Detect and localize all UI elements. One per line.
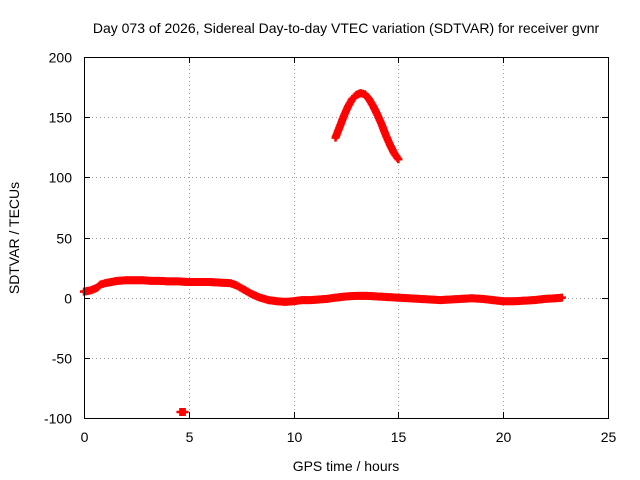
series-arc [331, 89, 403, 164]
x-tick-label: 0 [81, 429, 89, 445]
data-point [180, 407, 189, 416]
y-tick-label: 100 [49, 170, 73, 186]
y-tick-label: 200 [49, 50, 73, 66]
axis-ticks: 0 5 10 15 20 25 -100 -50 0 50 100 150 200 [44, 50, 617, 446]
y-tick-label: -50 [52, 351, 72, 367]
data-point [557, 293, 566, 302]
y-axis-label: SDTVAR / TECUs [6, 182, 22, 294]
y-tick-label: 150 [49, 110, 73, 126]
x-tick-label: 5 [186, 429, 194, 445]
x-tick-label: 25 [601, 429, 617, 445]
data-points [80, 89, 566, 416]
x-tick-label: 15 [391, 429, 407, 445]
x-axis-label: GPS time / hours [293, 458, 400, 474]
x-tick-label: 10 [287, 429, 303, 445]
chart-title: Day 073 of 2026, Sidereal Day-to-day VTE… [93, 20, 600, 36]
series-main-band [80, 276, 566, 306]
y-tick-label: 50 [56, 231, 72, 247]
y-tick-label: -100 [44, 411, 72, 427]
x-tick-label: 20 [496, 429, 512, 445]
y-tick-label: 0 [64, 291, 72, 307]
series-outlier [176, 407, 189, 416]
plot-frame [84, 57, 609, 419]
data-point [394, 155, 403, 164]
